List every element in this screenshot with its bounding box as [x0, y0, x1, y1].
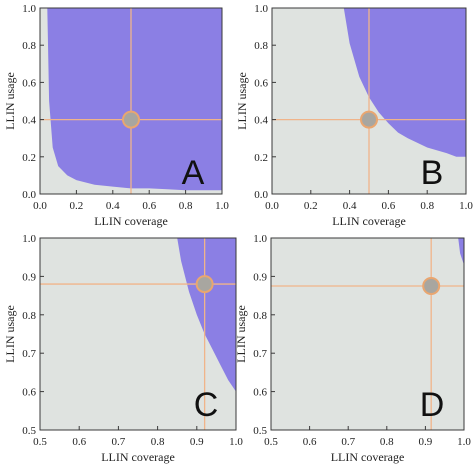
- panel-a-y-tick-label: 0.8: [22, 40, 36, 52]
- panel-b-x-axis-label: LLIN coverage: [332, 214, 406, 228]
- panel-b-letter-label: B: [421, 154, 444, 192]
- panel-b-y-tick-label: 0.8: [254, 40, 268, 52]
- panel-a-x-axis-label: LLIN coverage: [94, 214, 168, 228]
- panel-c-y-tick-label: 0.6: [22, 387, 36, 399]
- panel-a-y-axis-label: LLIN usage: [3, 72, 17, 130]
- panel-a-x-tick-label: 0.0: [33, 200, 47, 212]
- panel-c-frame: [39, 237, 237, 431]
- panel-c-x-tick-label: 0.9: [190, 436, 204, 448]
- panel-d-y-tick-label: 1.0: [253, 233, 267, 245]
- panel-c: 0.5 0.6 0.7 0.8 0.9 1.0 0.5 0.6 0.7 0.8 0.9 1.0 LLIN…: [3, 233, 243, 464]
- panel-c-x-tick-label: 0.6: [72, 436, 86, 448]
- panel-a-y-tick-label: 0.4: [22, 115, 36, 127]
- panel-a: 0.0 0.2 0.4 0.6 0.8 1.0 0.0 0.2 0.4 0.6 0.8 1.0 LLIN…: [3, 3, 229, 228]
- panel-a-y-tick-label: 0.2: [22, 152, 36, 164]
- panel-b-data-point: [360, 110, 378, 129]
- panel-b-y-tick-label: 0.2: [254, 152, 268, 164]
- panel-a-x-tick-label: 0.6: [142, 200, 156, 212]
- panel-c-x-tick-label: 1.0: [229, 436, 243, 448]
- panel-b-y-tick-label: 0.6: [254, 77, 268, 89]
- panel-d-y-tick-label: 0.8: [253, 310, 267, 322]
- panel-a-y-tick-label: 0.0: [22, 189, 36, 201]
- panel-d-x-axis-label: LLIN coverage: [331, 450, 405, 464]
- panel-b-x-tick-label: 0.2: [304, 200, 318, 212]
- panel-c-data-point: [195, 275, 214, 294]
- panel-b-x-tick-label: 0.4: [343, 200, 357, 212]
- panel-a-x-tick-label: 0.2: [70, 200, 84, 212]
- panel-c-x-tick-label: 0.7: [112, 436, 126, 448]
- panel-b-x-tick-label: 0.6: [382, 200, 396, 212]
- panel-d-x-tick-label: 0.5: [264, 436, 278, 448]
- panel-a-y-tick-label: 1.0: [22, 3, 36, 15]
- panel-c-x-tick-label: 0.8: [151, 436, 165, 448]
- panel-a-frame: [39, 7, 223, 195]
- panel-d-x-tick-label: 0.9: [419, 436, 433, 448]
- panel-c-y-tick-label: 0.8: [22, 310, 36, 322]
- panel-c-y-tick-label: 1.0: [22, 233, 36, 245]
- panel-d-letter-label: D: [420, 386, 445, 424]
- panel-d-x-tick-label: 0.7: [341, 436, 355, 448]
- panel-b-y-tick-label: 0.4: [254, 115, 268, 127]
- panel-b-y-tick-label: 0.0: [254, 189, 268, 201]
- panel-b-x-tick-label: 0.8: [420, 200, 434, 212]
- panel-c-x-axis-label: LLIN coverage: [101, 450, 175, 464]
- panel-d-x-tick-label: 0.8: [380, 436, 394, 448]
- panel-d-y-tick-label: 0.5: [253, 425, 267, 437]
- panel-c-y-axis-label: LLIN usage: [3, 305, 17, 363]
- panel-d-y-tick-label: 0.7: [253, 348, 267, 360]
- panel-a-x-tick-label: 0.4: [106, 200, 120, 212]
- panel-c-y-tick-label: 0.5: [22, 425, 36, 437]
- panel-c-feasible-region: [177, 238, 236, 392]
- panel-b-frame: [271, 7, 467, 195]
- panel-d: 0.5 0.6 0.7 0.8 0.9 1.0 0.5 0.6 0.7 0.8 0.9 1.0 LLIN…: [234, 233, 471, 464]
- panel-a-feasible-region: [47, 8, 222, 191]
- panel-a-x-tick-label: 1.0: [215, 200, 229, 212]
- panel-d-frame: [270, 237, 465, 431]
- panel-a-letter-label: A: [182, 154, 205, 192]
- panel-a-x-tick-label: 0.8: [179, 200, 193, 212]
- panel-c-x-tick-label: 0.5: [33, 436, 47, 448]
- panel-b-x-tick-label: 0.0: [265, 200, 279, 212]
- panel-d-data-point: [422, 277, 441, 295]
- panel-b-x-tick-label: 1.0: [459, 200, 473, 212]
- panel-d-x-tick-label: 1.0: [457, 436, 471, 448]
- panel-b: 0.0 0.2 0.4 0.6 0.8 1.0 0.0 0.2 0.4 0.6 0.8 1.0 LLIN…: [235, 3, 473, 228]
- panel-d-y-tick-label: 0.9: [253, 271, 267, 283]
- panel-d-feasible-region: [458, 238, 464, 265]
- panel-b-y-axis-label: LLIN usage: [235, 72, 249, 130]
- panel-d-y-tick-label: 0.6: [253, 387, 267, 399]
- panel-c-y-tick-label: 0.9: [22, 271, 36, 283]
- panel-b-y-tick-label: 1.0: [254, 3, 268, 15]
- panel-d-x-tick-label: 0.6: [303, 436, 317, 448]
- panel-a-y-tick-label: 0.6: [22, 77, 36, 89]
- panel-c-y-tick-label: 0.7: [22, 348, 36, 360]
- panel-c-letter-label: C: [194, 386, 219, 424]
- panel-d-y-axis-label: LLIN usage: [234, 305, 248, 363]
- panel-a-data-point: [122, 110, 140, 129]
